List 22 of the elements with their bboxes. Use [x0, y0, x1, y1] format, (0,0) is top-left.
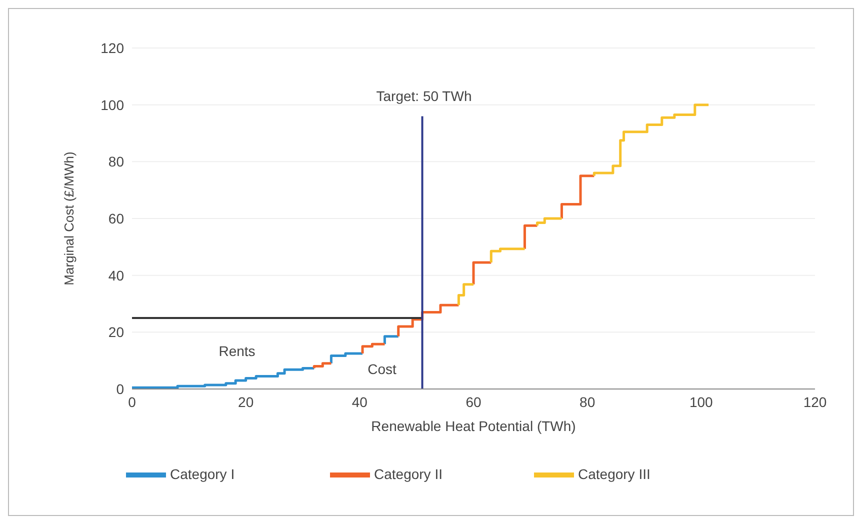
x-tick-label: 20 [238, 394, 254, 410]
y-axis-title: Marginal Cost (£/MWh) [62, 152, 77, 286]
x-tick-label: 40 [352, 394, 368, 410]
x-tick-label: 0 [128, 394, 136, 410]
legend-label: Category I [170, 466, 236, 482]
y-tick-label: 40 [108, 267, 124, 284]
x-tick-label: 100 [689, 394, 714, 410]
x-tick-label: 80 [580, 394, 596, 410]
y-tick-label: 100 [100, 96, 124, 113]
legend-label: Category II [374, 466, 444, 482]
y-tick-label: 0 [116, 380, 124, 397]
y-tick-label: 120 [100, 40, 124, 56]
x-tick-label: 60 [466, 394, 482, 410]
legend-label: Category III [578, 466, 652, 482]
x-tick-label: 120 [803, 394, 827, 410]
y-tick-label: 80 [108, 154, 124, 170]
annotation: Cost [368, 361, 396, 377]
x-axis-title: Renewable Heat Potential (TWh) [371, 418, 576, 434]
annotation: Rents [218, 343, 256, 359]
y-tick-label: 60 [108, 210, 124, 226]
y-tick-label: 20 [108, 324, 124, 340]
annotation: Target: 50 TWh [376, 88, 472, 104]
